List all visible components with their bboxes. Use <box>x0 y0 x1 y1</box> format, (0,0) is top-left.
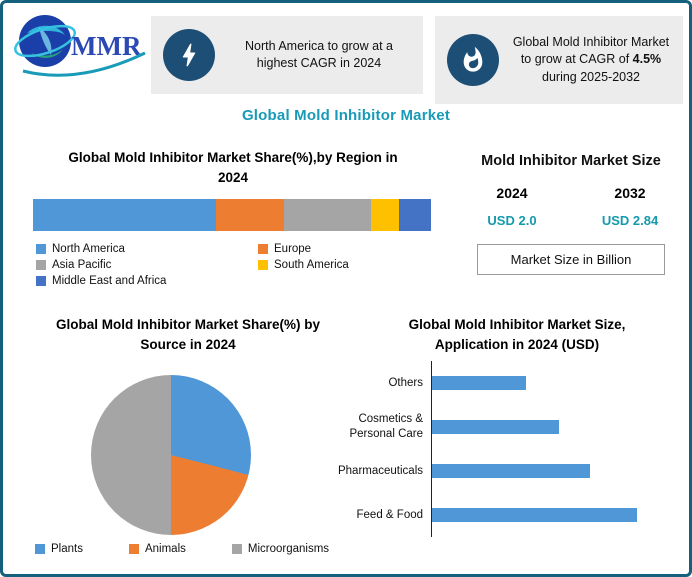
market-size-col-2032: 2032 USD 2.84 <box>594 185 666 228</box>
app-category-label: Feed & Food <box>356 508 423 521</box>
year-label: 2024 <box>496 184 528 201</box>
application-chart-title: Global Mold Inhibitor Market Size, Appli… <box>408 317 626 352</box>
market-size-title: Mold Inhibitor Market Size <box>481 153 661 169</box>
callout-text-before: Global Mold Inhibitor Market to grow at … <box>512 34 670 67</box>
source-pie-chart <box>91 375 251 535</box>
app-bar-pharmaceuticals <box>432 464 590 478</box>
legend-label: South America <box>274 259 349 271</box>
legend-item-middle-east-and-africa: Middle East and Africa <box>36 275 258 287</box>
market-size-columns: 2024 USD 2.0 2032 USD 2.84 <box>458 185 684 228</box>
flame-icon <box>463 46 483 72</box>
legend-label: Microorganisms <box>247 543 330 555</box>
app-bar-others <box>432 376 526 390</box>
legend-label: Middle East and Africa <box>52 275 167 287</box>
legend-marker <box>36 244 46 254</box>
lightning-icon <box>182 43 196 67</box>
flame-badge <box>447 34 499 86</box>
legend-marker <box>36 260 46 270</box>
legend-item-north-america: North America <box>36 243 258 255</box>
legend-marker <box>35 544 45 554</box>
legend-marker <box>36 276 46 286</box>
logo-swoosh <box>22 51 146 77</box>
callout-text: North America to grow at a highest CAGR … <box>245 38 393 71</box>
app-chart-row-cosmetics-personal-care: Cosmetics & Personal Care <box>313 405 659 449</box>
app-category-label: Pharmaceuticals <box>337 464 423 477</box>
source-chart-title: Global Mold Inhibitor Market Share(%) by… <box>55 317 321 352</box>
legend-label: North America <box>52 243 125 255</box>
app-bar-feed-food <box>432 508 637 522</box>
market-size-value-2032: USD 2.84 <box>601 212 659 228</box>
year-label: 2032 <box>614 184 646 201</box>
logo-text: MMR <box>71 31 142 61</box>
legend-item-microorganisms: Microorganisms <box>231 543 330 555</box>
source-legend: Plants Animals Microorganisms <box>35 543 329 555</box>
legend-label: Asia Pacific <box>52 259 112 271</box>
app-category-label: Others <box>388 376 423 389</box>
cagr-value: 4.5% <box>632 52 662 67</box>
region-bar-segment-europe <box>216 199 284 231</box>
legend-label: Europe <box>274 243 312 255</box>
app-bar-cosmetics-personal-care <box>432 420 559 434</box>
market-size-col-2024: 2024 USD 2.0 <box>476 185 548 228</box>
app-bar-cell <box>431 493 659 537</box>
mmr-logo: MMR <box>13 9 151 83</box>
region-bar-segment-south-america <box>371 199 400 231</box>
page-title: Global Mold Inhibitor Market <box>241 107 451 124</box>
app-bar-cell <box>431 449 659 493</box>
callout-north-america: North America to grow at a highest CAGR … <box>151 16 423 94</box>
callout-text-after: during 2025-2032 <box>542 69 640 84</box>
market-size-panel: Mold Inhibitor Market Size 2024 USD 2.0 … <box>458 151 684 275</box>
legend-item-europe: Europe <box>258 243 438 255</box>
mmr-logo-graphic: MMR <box>14 15 146 77</box>
legend-item-south-america: South America <box>258 259 438 271</box>
market-size-value-2024: USD 2.0 <box>487 212 537 228</box>
legend-marker <box>258 244 268 254</box>
app-bar-cell <box>431 361 659 405</box>
region-chart-title: Global Mold Inhibitor Market Share(%),by… <box>68 150 398 185</box>
app-bar-cell <box>431 405 659 449</box>
legend-label: Plants <box>51 543 83 555</box>
app-chart-row-others: Others <box>313 361 659 405</box>
callout-cagr: Global Mold Inhibitor Market to grow at … <box>435 16 683 104</box>
application-bar-chart: Others Cosmetics & Personal Care Pharmaceu… <box>313 361 659 537</box>
callout-text: Global Mold Inhibitor Market to grow at … <box>509 34 673 87</box>
legend-item-animals: Animals <box>128 543 186 555</box>
legend-label: Animals <box>144 543 186 555</box>
app-chart-row-pharmaceuticals: Pharmaceuticals <box>313 449 659 493</box>
market-size-note: Market Size in Billion <box>477 243 665 275</box>
lightning-badge <box>163 29 215 81</box>
region-bar-segment-north-america <box>33 199 217 231</box>
app-chart-row-feed-food: Feed & Food <box>313 493 659 537</box>
region-bar-segment-asia-pacific <box>283 199 372 231</box>
legend-item-asia-pacific: Asia Pacific <box>36 259 258 271</box>
legend-marker <box>128 544 139 554</box>
orbit-ring-icon <box>14 24 76 58</box>
region-bar-segment-middle-east-and-africa <box>399 199 431 231</box>
legend-item-plants: Plants <box>35 543 83 555</box>
legend-marker <box>231 544 242 554</box>
app-category-label: Cosmetics & Personal Care <box>349 413 423 440</box>
legend-marker <box>258 260 268 270</box>
region-stacked-bar <box>33 199 431 231</box>
region-legend: North America Europe Asia Pacific South Ame… <box>36 243 438 287</box>
